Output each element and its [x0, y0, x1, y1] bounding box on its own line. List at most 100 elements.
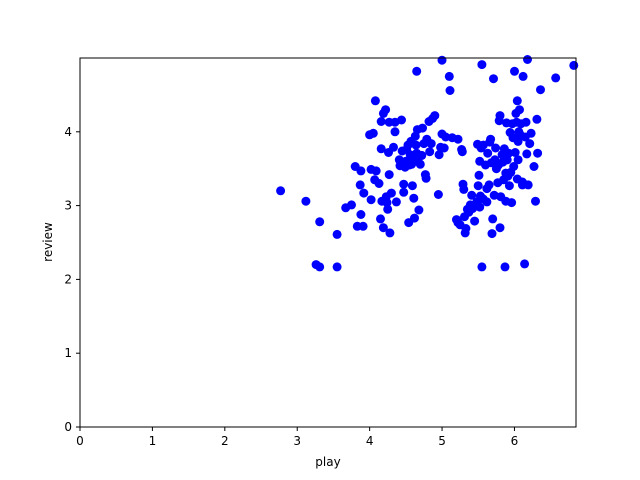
data-point — [473, 181, 483, 191]
data-point — [525, 139, 535, 149]
data-point — [551, 73, 561, 83]
y-tick-label: 0 — [64, 420, 72, 434]
data-point — [523, 55, 532, 64]
data-point — [504, 148, 514, 158]
data-point — [518, 71, 528, 81]
data-point — [474, 170, 484, 180]
data-point — [437, 55, 447, 65]
data-point — [315, 262, 325, 272]
data-point — [385, 228, 395, 238]
y-tick-label: 4 — [64, 125, 72, 139]
data-point — [531, 196, 540, 206]
data-point — [453, 134, 463, 144]
data-point — [418, 123, 427, 133]
data-point — [359, 188, 369, 198]
data-point — [510, 66, 519, 76]
data-point — [477, 60, 487, 70]
data-point — [459, 184, 469, 194]
data-point — [376, 144, 386, 154]
data-point — [513, 155, 523, 165]
data-point — [276, 186, 286, 196]
data-point — [444, 71, 454, 81]
data-point — [332, 229, 342, 239]
data-point — [521, 117, 531, 127]
y-tick-label: 2 — [64, 272, 72, 286]
data-point — [532, 114, 542, 124]
data-point — [536, 85, 545, 95]
data-point — [470, 216, 480, 226]
x-axis: 0 1 2 3 4 5 6 — [76, 427, 518, 448]
data-point — [425, 147, 435, 157]
points-layer — [276, 55, 579, 272]
y-axis-label: review — [41, 222, 55, 262]
x-tick-label: 1 — [149, 434, 157, 448]
data-point — [399, 187, 409, 197]
data-point — [491, 143, 501, 153]
data-point — [445, 86, 455, 95]
data-point — [412, 66, 422, 76]
data-point — [356, 210, 366, 219]
y-axis: 0 1 2 3 4 — [64, 125, 80, 434]
data-point — [529, 162, 539, 171]
data-point — [486, 134, 496, 144]
data-point — [366, 195, 376, 205]
data-point — [509, 162, 519, 171]
data-point — [383, 204, 393, 214]
data-point — [358, 221, 368, 231]
data-point — [414, 205, 424, 215]
data-point — [386, 188, 396, 198]
data-point — [484, 180, 494, 190]
data-point — [430, 111, 440, 121]
data-point — [467, 190, 477, 200]
data-point — [457, 147, 467, 157]
data-point — [526, 128, 536, 138]
x-tick-label: 5 — [438, 434, 446, 448]
data-point — [368, 128, 378, 138]
data-point — [523, 180, 533, 190]
data-point — [487, 229, 497, 239]
data-point — [426, 139, 436, 149]
data-point — [468, 204, 477, 214]
data-point — [500, 262, 510, 272]
data-point — [397, 115, 406, 125]
x-tick-label: 0 — [76, 434, 84, 448]
data-point — [415, 159, 425, 169]
data-point — [332, 262, 342, 272]
x-tick-label: 3 — [293, 434, 301, 448]
data-point — [370, 96, 380, 106]
y-tick-label: 1 — [64, 346, 72, 360]
data-point — [507, 198, 517, 208]
plot-area-frame — [79, 57, 577, 428]
data-point — [483, 148, 493, 158]
data-point — [477, 262, 487, 272]
data-point — [390, 127, 400, 137]
data-point — [417, 150, 427, 160]
data-point — [515, 105, 524, 115]
data-point — [378, 223, 388, 233]
data-point — [433, 190, 443, 199]
x-tick-label: 4 — [366, 434, 374, 448]
data-point — [475, 202, 485, 212]
data-point — [407, 181, 417, 191]
data-point — [355, 180, 365, 190]
data-point — [389, 142, 398, 152]
data-point — [488, 214, 498, 224]
data-point — [382, 198, 392, 208]
data-point — [510, 148, 520, 157]
data-point — [384, 170, 394, 180]
data-point — [495, 111, 505, 121]
data-point — [533, 148, 543, 158]
data-point — [441, 132, 451, 142]
data-point — [439, 143, 449, 153]
data-point — [512, 96, 522, 106]
data-point — [569, 60, 579, 70]
data-point — [315, 217, 325, 227]
data-point — [434, 150, 444, 160]
data-point — [371, 166, 381, 176]
data-point — [482, 197, 492, 207]
data-point — [376, 214, 385, 224]
data-point — [504, 181, 514, 191]
data-point — [347, 200, 356, 210]
data-point — [421, 173, 431, 183]
